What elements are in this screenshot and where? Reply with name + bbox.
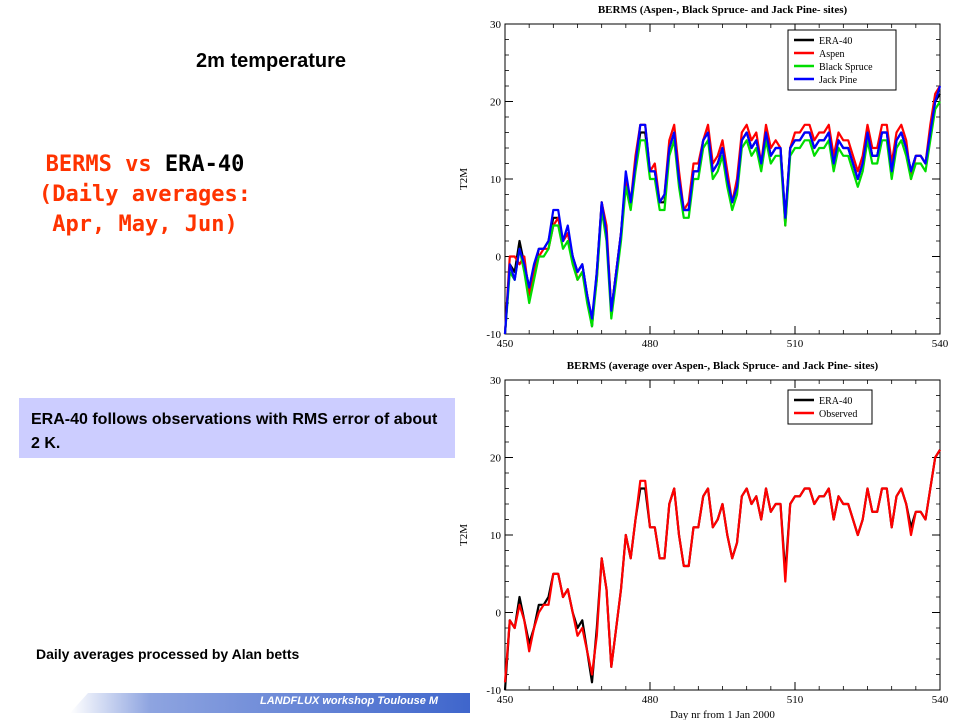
series-line-era-40 [503,449,941,691]
y-tick-label: 10 [490,174,502,186]
legend-label: Jack Pine [819,75,858,86]
y-tick-label: 20 [490,97,502,109]
y-tick-label: -10 [486,685,501,697]
chart-2-y-axis-label: T2M [458,524,470,546]
x-tick-label: 480 [642,694,659,706]
legend-label: ERA-40 [819,36,852,47]
slide-heading: BERMS vs ERA-40 (Daily averages: Apr, Ma… [10,150,280,240]
footer-band [70,693,470,713]
slide-subtitle: 2m temperature [196,50,347,72]
y-tick-label: 30 [490,375,502,387]
series-line-era-40 [503,93,941,335]
series-line-aspen [503,85,941,335]
chart-bottom: BERMS (average over Aspen-, Black Spruce… [458,360,949,720]
chart-2-legend [787,389,873,425]
y-tick-label: 30 [490,19,502,31]
y-tick-label: 10 [490,530,502,542]
x-tick-label: 480 [642,338,659,350]
x-tick-label: 510 [787,338,804,350]
x-tick-label: 450 [497,338,514,350]
rms-note-box: ERA-40 follows observations with RMS err… [19,398,455,458]
series-line-jack-pine [503,85,942,335]
heading-line-3: Apr, May, Jun) [52,212,238,237]
heading-line-1: BERMS vs ERA-40 [10,150,280,180]
heading-berms-vs: BERMS vs [45,152,165,177]
heading-era40: ERA-40 [164,152,245,177]
legend-label: Black Spruce [819,62,873,73]
legend-label: Observed [819,409,857,420]
x-tick-label: 510 [787,694,804,706]
chart-2-x-axis-label: Day nr from 1 Jan 2000 [670,709,775,720]
heading-line-2: (Daily averages: [39,182,251,207]
chart-1-title: BERMS (Aspen-, Black Spruce- and Jack Pi… [598,4,848,16]
x-tick-label: 450 [497,694,514,706]
series-line-black-spruce [503,100,941,335]
x-tick-label: 540 [932,694,949,706]
y-tick-label: 20 [490,453,502,465]
y-tick-label: 0 [496,252,502,264]
chart-top: BERMS (Aspen-, Black Spruce- and Jack Pi… [458,4,949,350]
chart-2-title: BERMS (average over Aspen-, Black Spruce… [567,360,879,372]
legend-label: ERA-40 [819,396,852,407]
chart-1-y-axis-label: T2M [458,168,470,190]
y-tick-label: 0 [496,608,502,620]
footer-text: LANDFLUX workshop Toulouse M [260,695,439,707]
series-line-observed [503,449,941,683]
legend-label: Aspen [819,49,845,60]
chart-2-plot-frame [504,379,941,691]
y-tick-label: -10 [486,329,501,341]
credit-text: Daily averages processed by Alan betts [36,646,300,662]
x-tick-label: 540 [932,338,949,350]
